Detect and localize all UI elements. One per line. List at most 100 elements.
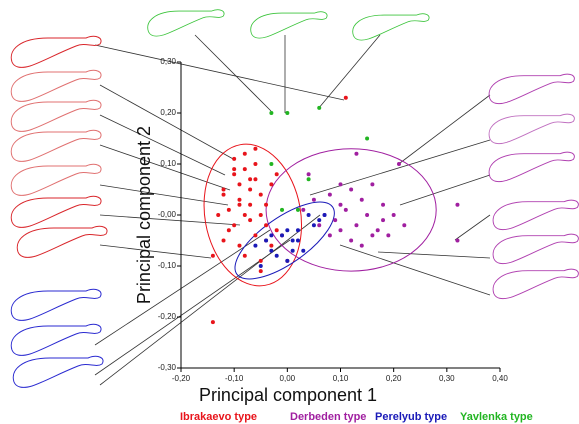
point: [269, 249, 273, 253]
chart: Principal component 1 Principal componen…: [0, 0, 579, 424]
point: [259, 264, 263, 268]
point: [349, 188, 353, 192]
x-tick-label: 0,00: [280, 374, 296, 383]
point: [397, 162, 401, 166]
connectors: [95, 35, 490, 385]
point: [248, 218, 252, 222]
legend-label: Derbeden type: [290, 411, 366, 423]
point: [248, 203, 252, 207]
point: [222, 239, 226, 243]
point: [370, 233, 374, 237]
point: [237, 198, 241, 202]
point: [376, 228, 380, 232]
point: [301, 249, 305, 253]
point: [253, 162, 257, 166]
point: [455, 239, 459, 243]
point: [392, 213, 396, 217]
point: [227, 208, 231, 212]
point: [317, 218, 321, 222]
point: [259, 269, 263, 273]
point: [312, 198, 316, 202]
point: [291, 249, 295, 253]
point: [237, 203, 241, 207]
y-tick-label: 0,30: [160, 57, 176, 66]
legend-label: Perelyub type: [375, 411, 447, 423]
point: [344, 208, 348, 212]
point: [360, 244, 364, 248]
point: [328, 233, 332, 237]
point: [248, 188, 252, 192]
point: [211, 320, 215, 324]
point: [349, 239, 353, 243]
point: [360, 198, 364, 202]
x-tick-label: 0,40: [492, 374, 508, 383]
point: [222, 193, 226, 197]
point: [307, 177, 311, 181]
point: [301, 208, 305, 212]
point: [264, 203, 268, 207]
point: [237, 244, 241, 248]
point: [296, 239, 300, 243]
point: [317, 223, 321, 227]
point: [280, 208, 284, 212]
point: [365, 137, 369, 141]
point: [269, 162, 273, 166]
point: [248, 177, 252, 181]
point: [344, 96, 348, 100]
point: [269, 182, 273, 186]
point: [386, 233, 390, 237]
point: [269, 111, 273, 115]
point: [307, 172, 311, 176]
point: [232, 157, 236, 161]
point: [275, 228, 279, 232]
point: [381, 203, 385, 207]
point: [370, 182, 374, 186]
point: [243, 167, 247, 171]
point: [285, 259, 289, 263]
group-ellipse: [193, 136, 312, 293]
point: [259, 193, 263, 197]
point: [339, 203, 343, 207]
point: [269, 244, 273, 248]
y-tick-label: -0,20: [158, 312, 177, 321]
y-tick-label: -0,00: [158, 210, 177, 219]
point: [339, 228, 343, 232]
point: [259, 213, 263, 217]
point: [253, 233, 257, 237]
page: Principal component 1 Principal componen…: [0, 0, 579, 424]
point: [280, 233, 284, 237]
y-tick-label: -0,10: [158, 261, 177, 270]
point: [312, 223, 316, 227]
point: [296, 208, 300, 212]
point: [291, 239, 295, 243]
point: [264, 223, 268, 227]
point: [339, 182, 343, 186]
point: [269, 233, 273, 237]
point: [323, 213, 327, 217]
legend-label: Yavlenka type: [460, 411, 533, 423]
point: [232, 167, 236, 171]
x-axis-title: Principal component 1: [199, 385, 377, 405]
point: [232, 172, 236, 176]
point: [243, 213, 247, 217]
x-tick-label: 0,30: [439, 374, 455, 383]
point: [211, 254, 215, 258]
point: [237, 182, 241, 186]
point: [253, 244, 257, 248]
point: [317, 106, 321, 110]
y-axis-title: Principal component 2: [134, 126, 154, 304]
x-tick-label: -0,20: [172, 374, 191, 383]
point: [328, 193, 332, 197]
point: [354, 152, 358, 156]
y-tick-label: 0,10: [160, 159, 176, 168]
point: [354, 223, 358, 227]
point: [216, 213, 220, 217]
point: [402, 223, 406, 227]
point: [285, 111, 289, 115]
point: [275, 254, 279, 258]
point: [275, 172, 279, 176]
point: [227, 228, 231, 232]
point: [381, 218, 385, 222]
point: [264, 239, 268, 243]
y-tick-label: -0,30: [158, 363, 177, 372]
